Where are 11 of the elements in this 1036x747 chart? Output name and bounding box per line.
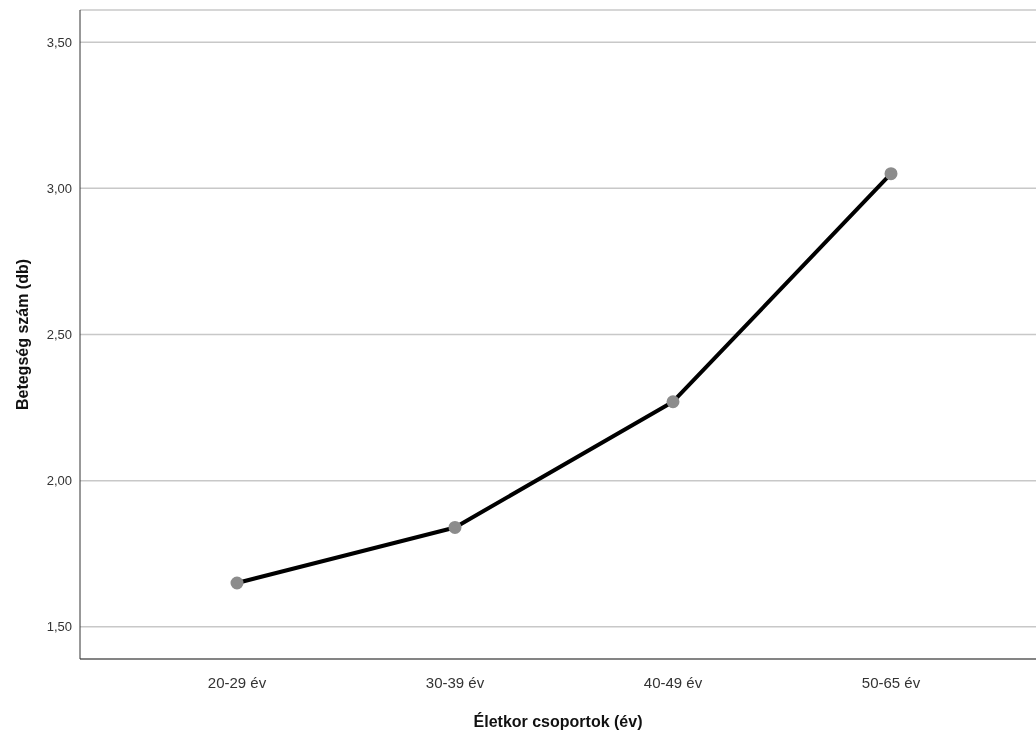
x-tick-label: 30-39 év <box>425 673 485 691</box>
x-tick-label: 40-49 év <box>643 673 703 691</box>
y-tick-label: 3,50 <box>46 34 72 50</box>
y-tick-label: 2,00 <box>46 473 72 489</box>
y-axis-title: Betegség szám (db) <box>13 258 31 411</box>
y-tick-label: 1,50 <box>46 619 72 635</box>
y-tick-label: 3,00 <box>46 180 72 196</box>
y-tick-label: 2,50 <box>46 327 72 343</box>
x-tick-label: 20-29 év <box>207 673 267 691</box>
x-tick-label: 50-65 év <box>861 673 921 691</box>
x-axis-title: Életkor csoportok (év) <box>473 712 643 730</box>
